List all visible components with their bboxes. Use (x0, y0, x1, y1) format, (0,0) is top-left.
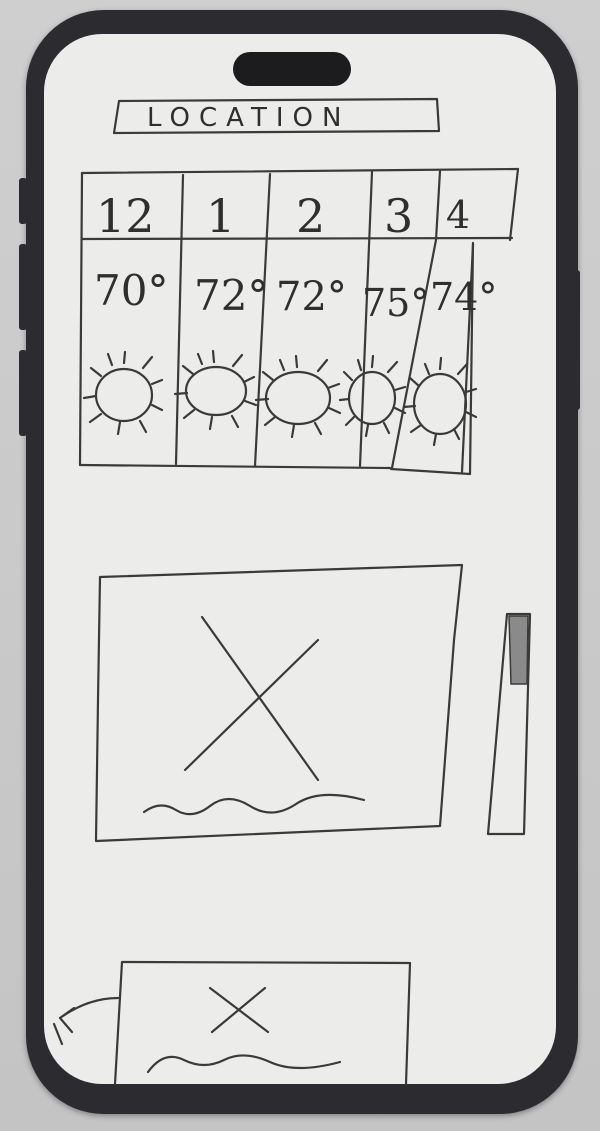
main-image-card[interactable] (94, 563, 464, 843)
hour-label-3: 2 (296, 189, 325, 243)
hour-label-5: 4 (446, 193, 470, 237)
hour-label-1: 12 (96, 189, 155, 243)
temp-label-5: 74° (430, 275, 497, 319)
hour-label-4: 3 (384, 189, 413, 243)
temp-label-2: 72° (194, 271, 268, 320)
temp-label-4: 75° (362, 281, 429, 325)
hourly-forecast-table[interactable] (78, 167, 520, 476)
sun-icon (173, 349, 258, 431)
dynamic-island (233, 52, 351, 86)
phone-screen (44, 34, 556, 1084)
sun-icon (402, 356, 478, 447)
caption-squiggle (142, 793, 366, 816)
scrollbar-thumb (508, 615, 529, 685)
image-placeholder-icon (183, 615, 320, 782)
hour-label-2: 1 (206, 189, 235, 243)
temp-label-3: 72° (276, 274, 347, 320)
bottom-image-card[interactable] (113, 960, 412, 1086)
sun-icon (338, 354, 407, 438)
location-header[interactable]: LOCATION (112, 97, 441, 135)
caption-squiggle (146, 1054, 342, 1074)
scrollbar[interactable] (486, 612, 532, 836)
sun-icon (82, 350, 164, 436)
volume-up-button (19, 178, 27, 224)
power-button (572, 270, 580, 410)
temp-label-1: 70° (94, 266, 168, 315)
location-title: LOCATION (147, 103, 350, 133)
side-button (19, 350, 27, 436)
image-placeholder-icon (208, 986, 270, 1034)
sun-icon (254, 354, 342, 439)
volume-down-button (19, 244, 27, 330)
back-arrow-icon[interactable] (52, 996, 120, 1046)
